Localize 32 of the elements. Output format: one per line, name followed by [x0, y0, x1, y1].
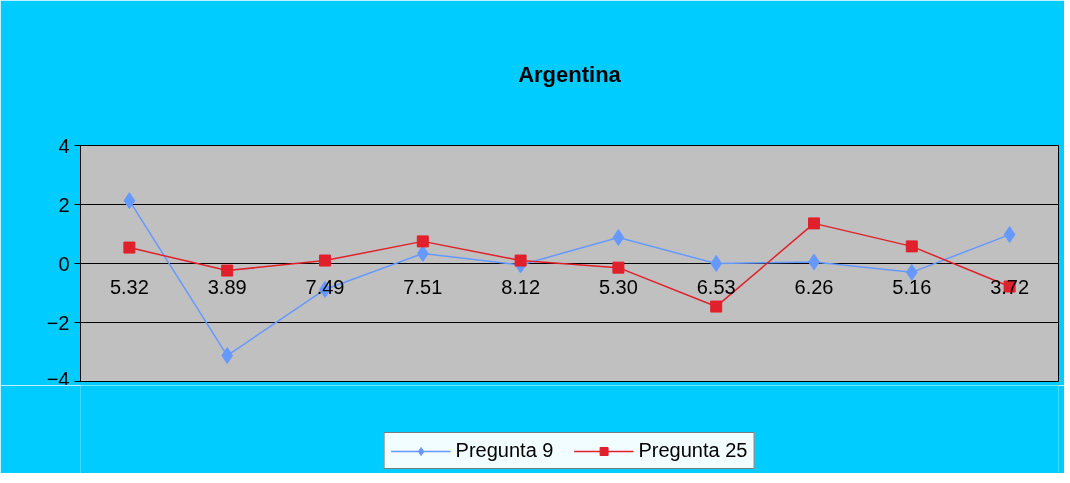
x-tick-label: 3.89: [207, 275, 247, 298]
point: [710, 300, 723, 313]
legend-label: Pregunta 25: [638, 439, 748, 462]
point: [905, 263, 918, 281]
x-tick-label: 5.30: [598, 275, 638, 298]
y-tick-label: 0: [58, 252, 70, 275]
y-tick-label: 2: [58, 193, 70, 216]
point: [808, 217, 820, 230]
y-tick-label: −2: [46, 311, 70, 334]
x-tick-label: 8.12: [501, 275, 541, 298]
point: [221, 347, 234, 365]
y-tick-label: 4: [58, 134, 70, 157]
x-tick-label: 6.26: [794, 275, 834, 298]
point: [416, 235, 429, 248]
point: [123, 241, 136, 254]
x-tick-label: 7.49: [305, 275, 345, 298]
point: [1003, 226, 1016, 244]
point: [612, 261, 625, 274]
chart-title: Argentina: [518, 61, 622, 87]
x-tick-label: 5.16: [892, 275, 932, 298]
x-tick-label: 6.53: [696, 275, 736, 298]
legend-label: Pregunta 9: [455, 439, 554, 462]
point: [319, 254, 331, 267]
point: [905, 240, 918, 253]
point: [221, 264, 234, 277]
point: [612, 229, 625, 247]
point: [710, 255, 723, 272]
x-tick-label: 5.32: [109, 275, 149, 298]
point: [514, 254, 527, 267]
x-tick-label: 7.51: [403, 275, 443, 298]
point: [123, 192, 136, 210]
y-tick-label: −4: [46, 367, 70, 390]
